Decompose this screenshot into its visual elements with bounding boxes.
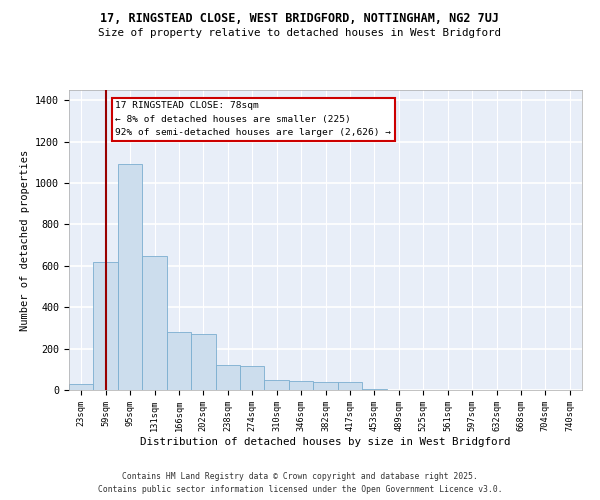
Bar — [240, 366, 265, 390]
Bar — [313, 382, 338, 390]
X-axis label: Distribution of detached houses by size in West Bridgford: Distribution of detached houses by size … — [140, 437, 511, 447]
Bar — [94, 262, 118, 390]
Text: 17 RINGSTEAD CLOSE: 78sqm
← 8% of detached houses are smaller (225)
92% of semi-: 17 RINGSTEAD CLOSE: 78sqm ← 8% of detach… — [115, 102, 391, 137]
Bar — [338, 382, 362, 390]
Text: Size of property relative to detached houses in West Bridgford: Size of property relative to detached ho… — [98, 28, 502, 38]
Bar — [118, 164, 142, 390]
Bar — [265, 380, 289, 390]
Bar — [142, 256, 167, 390]
Text: Contains HM Land Registry data © Crown copyright and database right 2025.
Contai: Contains HM Land Registry data © Crown c… — [98, 472, 502, 494]
Bar — [191, 334, 215, 390]
Bar — [215, 365, 240, 390]
Y-axis label: Number of detached properties: Number of detached properties — [20, 150, 30, 330]
Bar — [69, 384, 94, 390]
Bar — [167, 332, 191, 390]
Text: 17, RINGSTEAD CLOSE, WEST BRIDGFORD, NOTTINGHAM, NG2 7UJ: 17, RINGSTEAD CLOSE, WEST BRIDGFORD, NOT… — [101, 12, 499, 26]
Bar — [289, 380, 313, 390]
Bar — [362, 389, 386, 390]
